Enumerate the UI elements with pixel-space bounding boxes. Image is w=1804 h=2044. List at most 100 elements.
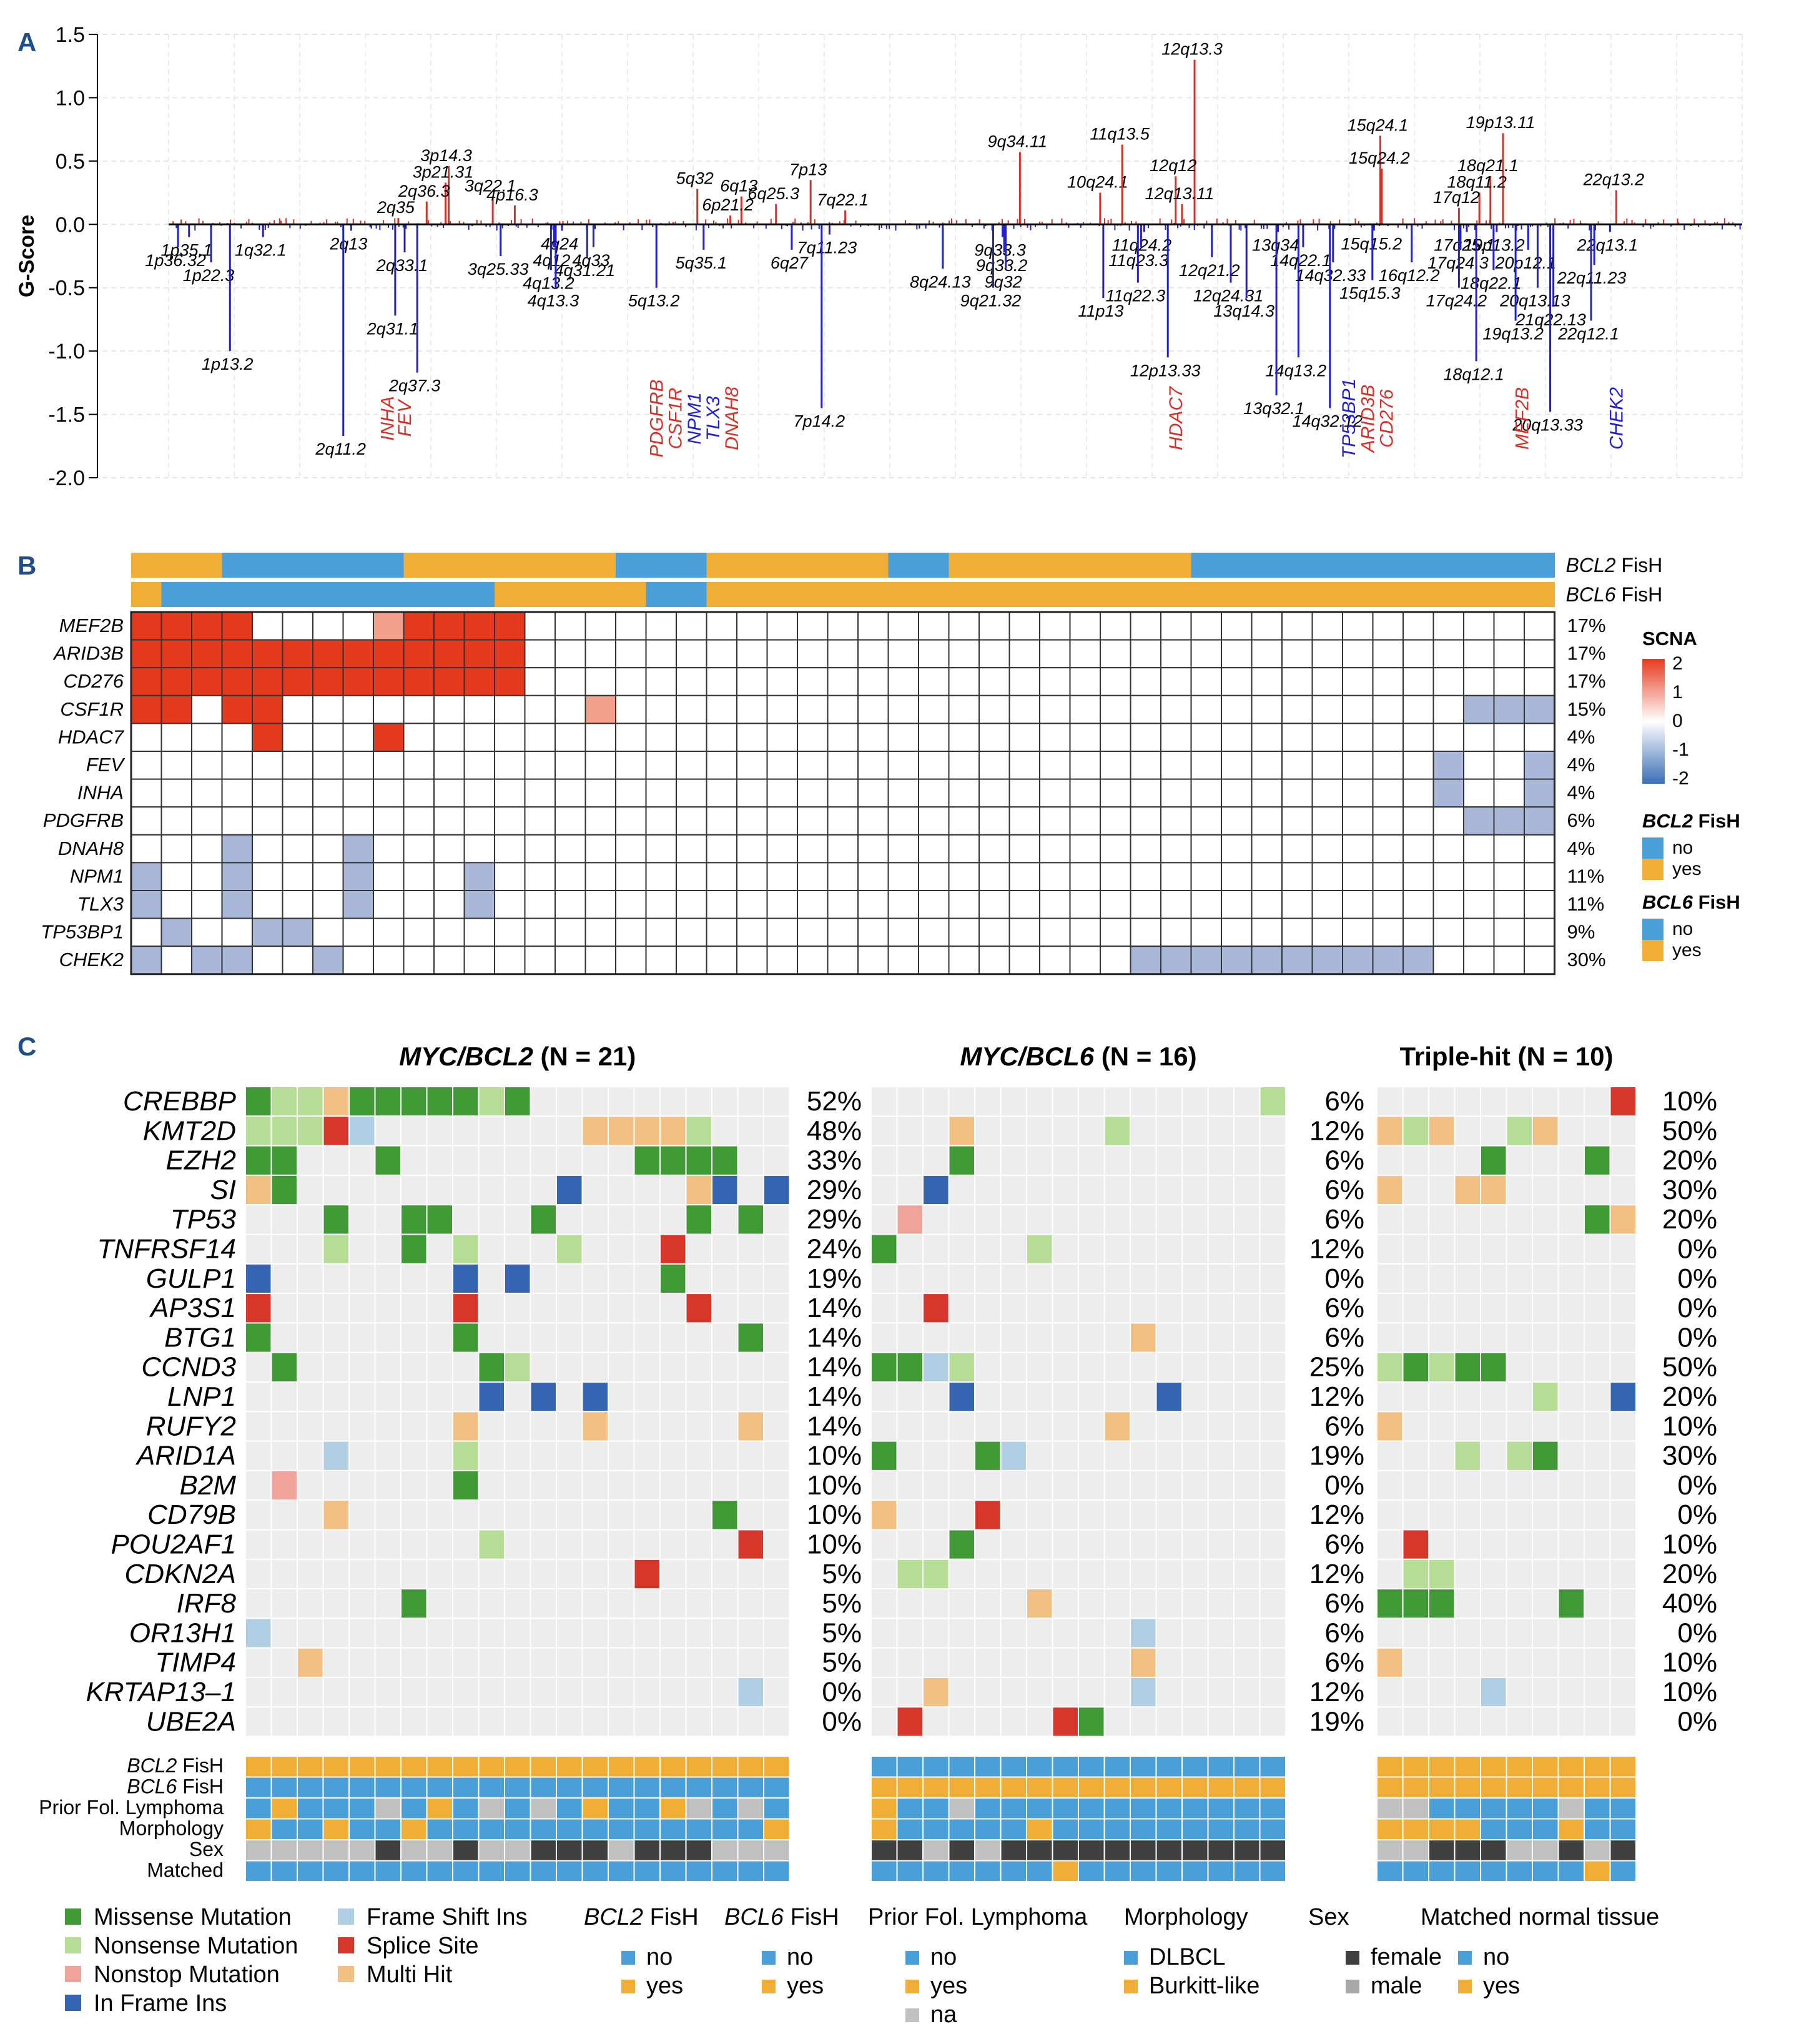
mutation-cell — [870, 1558, 898, 1590]
mutation-cell — [556, 1263, 583, 1295]
mutation-cell — [974, 1588, 1002, 1619]
y-axis-label: G-Score — [15, 215, 39, 297]
annotation-cell — [581, 1839, 609, 1862]
mutation-cell — [530, 1263, 557, 1295]
scna-cell — [1039, 723, 1071, 753]
mutation-cell — [922, 1322, 950, 1353]
mutation-cell — [452, 1174, 480, 1206]
morphology-legend-title: Morphology — [1124, 1904, 1248, 1930]
mutation-cell — [685, 1411, 712, 1442]
mutation-cell — [1428, 1440, 1456, 1471]
bcl2-fish-track-cell — [737, 553, 767, 578]
scna-cell — [797, 639, 829, 669]
scna-cell — [282, 945, 313, 975]
mutation-cell — [1181, 1233, 1209, 1265]
scna-cell — [1524, 917, 1555, 947]
mutation-cell — [1259, 1263, 1286, 1295]
mutation-cell — [530, 1647, 557, 1678]
mutation-cell — [297, 1706, 324, 1737]
scna-cell — [555, 639, 586, 669]
mutation-cell — [530, 1174, 557, 1206]
scna-cell — [1463, 639, 1495, 669]
mutation-cell — [400, 1588, 428, 1619]
annotation-cell — [1376, 1860, 1404, 1882]
bcl2-fish-track-cell — [373, 553, 404, 578]
mutation-percent: 0% — [1677, 1293, 1717, 1323]
annotation-cell — [1609, 1860, 1637, 1882]
sex-legend-swatch — [1346, 1951, 1359, 1965]
mutation-cell — [659, 1322, 687, 1353]
scna-cell — [131, 751, 162, 780]
mutation-cell — [1480, 1351, 1507, 1383]
annotation-cell — [1207, 1755, 1235, 1778]
mutation-cell — [1428, 1617, 1456, 1649]
mutation-cell — [1103, 1322, 1131, 1353]
mutation-cell — [1026, 1558, 1053, 1590]
mutation-cell — [1259, 1233, 1286, 1265]
annotation-cell — [1506, 1839, 1533, 1862]
bcl6-fish-track-cell — [979, 582, 1010, 607]
mutation-cell — [1000, 1204, 1027, 1235]
mutation-cell — [1376, 1588, 1404, 1619]
scna-cell — [645, 917, 677, 947]
mutation-cell — [608, 1469, 635, 1501]
scna-cell — [282, 723, 313, 753]
mutation-cell — [633, 1647, 661, 1678]
mutation-percent: 6% — [1324, 1322, 1364, 1353]
mutation-cell — [1557, 1706, 1585, 1737]
scna-cell — [433, 611, 465, 641]
mutation-cell — [270, 1174, 298, 1206]
mutation-cell — [1584, 1086, 1611, 1117]
bcl6-fish-track-cell — [858, 582, 889, 607]
scna-cell — [766, 890, 798, 919]
peak-label: 1p13.2 — [202, 355, 254, 373]
mutation-cell — [685, 1647, 712, 1678]
mutation-cell — [711, 1617, 739, 1649]
mutation-percent: 12% — [1309, 1115, 1364, 1146]
mutation-cell — [452, 1322, 480, 1353]
mutation-legend-label: Missense Mutation — [94, 1904, 292, 1930]
annotation-cell — [1078, 1797, 1105, 1820]
mutation-percent: 10% — [807, 1441, 862, 1471]
mutation-cell — [1181, 1351, 1209, 1383]
mutation-cell — [1480, 1086, 1507, 1117]
mutation-cell — [711, 1440, 739, 1471]
scna-cell — [403, 917, 435, 947]
peak-label: 11p13 — [1078, 302, 1123, 320]
annotation-track-label: Morphology — [119, 1817, 224, 1840]
bcl6-fish-track-cell — [282, 582, 313, 607]
mutation-cell — [1130, 1529, 1157, 1560]
scna-cell — [1524, 778, 1555, 808]
annotation-cell — [1428, 1839, 1456, 1862]
mutation-cell — [348, 1588, 376, 1619]
annotation-cell — [1557, 1860, 1585, 1882]
mutation-cell — [1454, 1411, 1481, 1442]
mutation-cell — [452, 1617, 480, 1649]
scna-cell — [918, 723, 950, 753]
mutation-cell — [1506, 1204, 1533, 1235]
mutation-cell — [478, 1558, 505, 1590]
annotation-cell — [245, 1839, 272, 1862]
mutation-cell — [608, 1411, 635, 1442]
mutation-cell — [426, 1115, 453, 1147]
mutation-percent: 0% — [1677, 1322, 1717, 1353]
scna-cell — [584, 723, 616, 753]
scna-cell — [191, 694, 223, 724]
mutation-cell — [556, 1086, 583, 1117]
scna-cell — [1190, 945, 1222, 975]
mutation-cell — [737, 1440, 764, 1471]
bcl2-fish-track-cell — [282, 553, 313, 578]
mutation-cell — [426, 1233, 453, 1265]
scna-cell — [887, 723, 919, 753]
mutation-cell — [1428, 1381, 1456, 1413]
mutation-cell — [1181, 1263, 1209, 1295]
annotation-cell — [737, 1776, 764, 1799]
mutation-cell — [1376, 1411, 1404, 1442]
mutation-cell — [1103, 1381, 1131, 1413]
scna-cell — [887, 806, 919, 836]
peak-label: 19p13.11 — [1466, 113, 1535, 132]
scna-cell — [615, 778, 647, 808]
mutation-cell — [659, 1706, 687, 1737]
mutation-cell — [737, 1174, 764, 1206]
bcl2-fish-track-cell — [464, 553, 495, 578]
